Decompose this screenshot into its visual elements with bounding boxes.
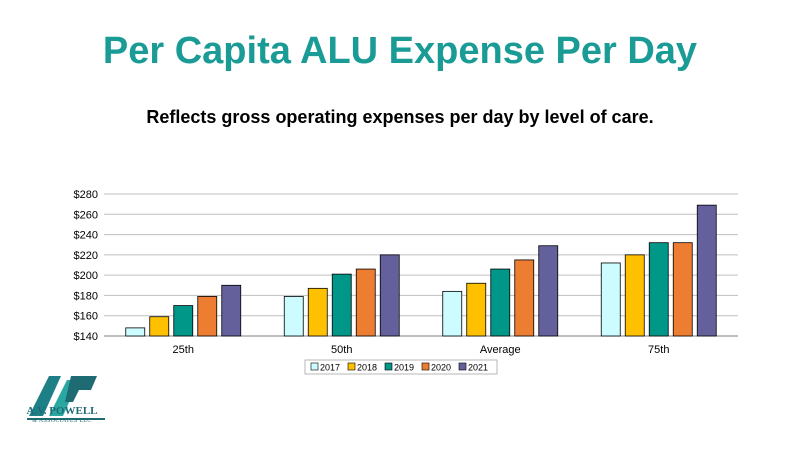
bar-2021-25th bbox=[221, 284, 242, 337]
x-tick-label: 25th bbox=[173, 344, 194, 356]
bar-2020-Average bbox=[514, 259, 535, 337]
bar-2021-Average bbox=[538, 245, 559, 337]
y-tick-label: $220 bbox=[74, 250, 98, 262]
bar-2019-50th bbox=[331, 273, 352, 337]
avp-logo bbox=[27, 376, 105, 420]
legend-label-2019: 2019 bbox=[394, 363, 414, 373]
logo-subtitle: & ASSOCIATES LLC bbox=[32, 418, 92, 424]
x-tick-label: Average bbox=[480, 344, 521, 356]
y-tick-label: $180 bbox=[74, 290, 98, 302]
y-tick-label: $240 bbox=[74, 230, 98, 242]
y-tick-label: $160 bbox=[74, 311, 98, 323]
logo-shape-right bbox=[65, 376, 97, 402]
bar-2020-50th bbox=[355, 268, 376, 337]
legend-swatch-2018 bbox=[347, 362, 356, 371]
bar-2017-25th bbox=[125, 327, 146, 337]
x-tick-label: 75th bbox=[648, 344, 669, 356]
bar-2019-75th bbox=[648, 242, 669, 337]
chart-title: Per Capita ALU Expense Per Day bbox=[102, 30, 698, 72]
legend-label-2017: 2017 bbox=[320, 363, 340, 373]
bar-2017-50th bbox=[283, 296, 304, 337]
legend-swatch-2017 bbox=[310, 362, 319, 371]
bar-2017-75th bbox=[600, 262, 621, 337]
y-tick-label: $260 bbox=[74, 209, 98, 221]
bar-2021-50th bbox=[379, 254, 400, 337]
bar-2019-25th bbox=[173, 305, 194, 337]
legend-label-2018: 2018 bbox=[357, 363, 377, 373]
x-tick-label: 50th bbox=[331, 344, 352, 356]
chart-subtitle: Reflects gross operating expenses per da… bbox=[146, 107, 654, 127]
legend-swatch-2020 bbox=[421, 362, 430, 371]
bar-2020-25th bbox=[197, 296, 218, 337]
y-tick-label: $140 bbox=[74, 331, 98, 343]
bar-2019-Average bbox=[490, 268, 511, 337]
logo-shape-left bbox=[29, 376, 61, 416]
bar-2020-75th bbox=[672, 242, 693, 337]
bar-2018-Average bbox=[466, 282, 487, 337]
bar-2018-25th bbox=[149, 316, 170, 337]
bar-2018-75th bbox=[624, 254, 645, 337]
legend-swatch-2021 bbox=[458, 362, 467, 371]
y-tick-label: $200 bbox=[74, 270, 98, 282]
bar-2021-75th bbox=[696, 204, 717, 337]
bar-2017-Average bbox=[442, 290, 463, 337]
legend-label-2021: 2021 bbox=[468, 363, 488, 373]
legend-label-2020: 2020 bbox=[431, 363, 451, 373]
logo-rule bbox=[27, 418, 105, 420]
logo-name: A.V. POWELL bbox=[26, 405, 98, 417]
legend-swatch-2019 bbox=[384, 362, 393, 371]
bar-2018-50th bbox=[307, 287, 328, 337]
y-tick-label: $280 bbox=[74, 189, 98, 201]
